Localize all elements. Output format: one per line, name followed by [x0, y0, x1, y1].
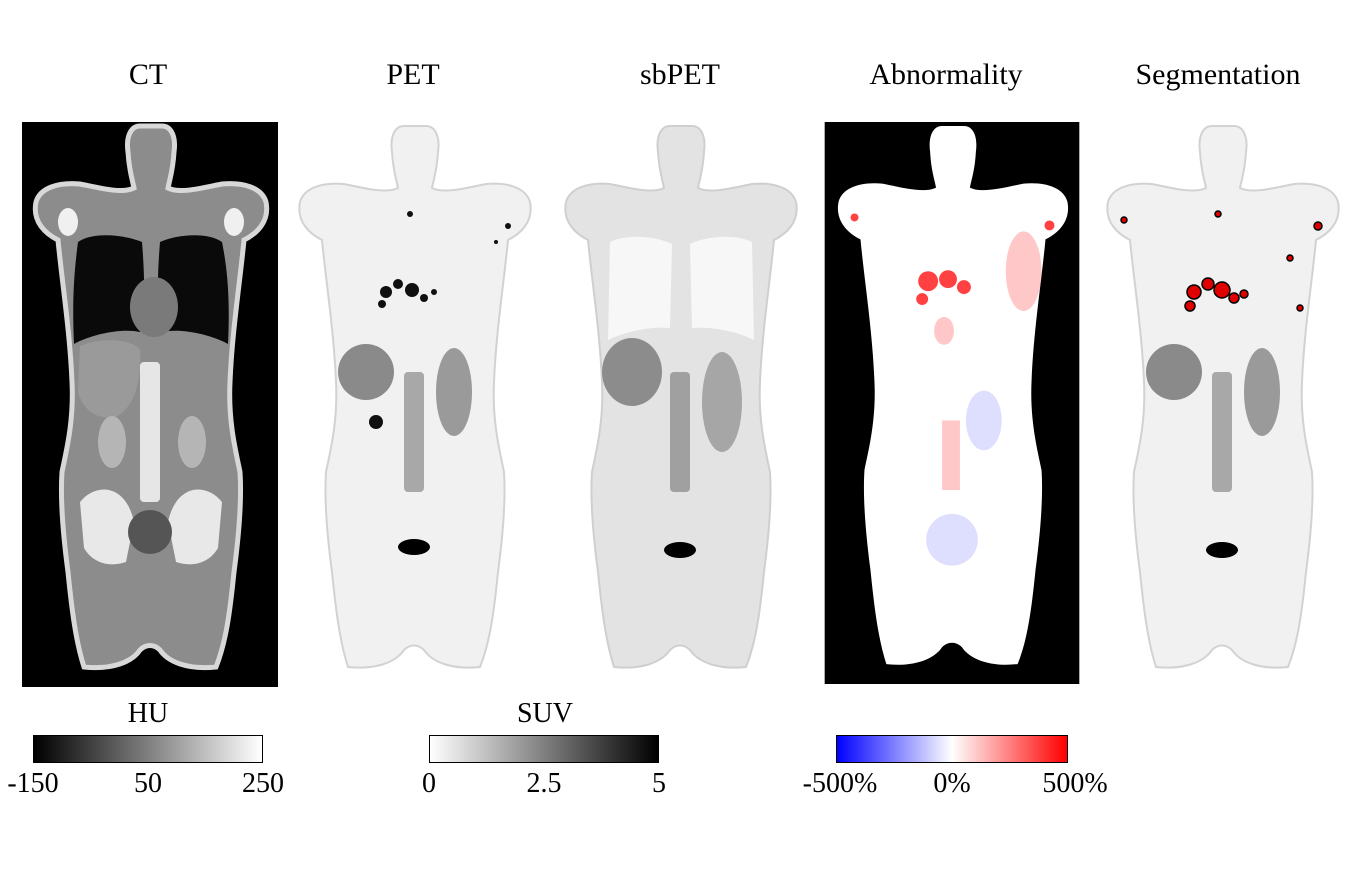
spine — [670, 372, 690, 492]
pet-title: PET — [386, 58, 440, 91]
liver — [78, 340, 141, 418]
sbpet-title: sbPET — [639, 58, 720, 91]
segmentation-image — [1094, 122, 1350, 687]
negative-abnormality — [926, 390, 1002, 566]
abnormality-tick-min: -500% — [802, 768, 878, 799]
heart — [130, 277, 178, 337]
bladder — [398, 539, 430, 555]
suv-tick-max: 5 — [652, 768, 666, 799]
hu-colorbar-label: HU — [127, 698, 169, 729]
abnormality-tick-max: 500% — [1042, 768, 1108, 799]
lesions — [369, 211, 511, 429]
bladder — [664, 542, 696, 558]
segmentation-title: Segmentation — [1135, 58, 1301, 91]
sbpet-image — [552, 122, 808, 687]
hu-tick-min: -150 — [7, 768, 59, 799]
hu-tick-mid: 50 — [134, 768, 162, 799]
ct-title: CT — [128, 58, 168, 91]
liver — [602, 338, 662, 406]
ct-image — [22, 122, 278, 687]
abnormality-tick-mid: 0% — [933, 768, 971, 799]
spine — [404, 372, 424, 492]
suv-colorbar — [429, 735, 659, 763]
liver — [338, 344, 394, 400]
spleen — [702, 352, 742, 452]
suv-tick-mid: 2.5 — [526, 768, 562, 799]
right-lung — [73, 235, 145, 344]
abnormality-image — [824, 122, 1080, 684]
spleen — [436, 348, 472, 436]
hu-colorbar — [33, 735, 263, 763]
suv-colorbar-label: SUV — [516, 698, 573, 729]
spine — [140, 362, 160, 502]
pet-image — [286, 122, 542, 687]
positive-abnormality — [850, 213, 1055, 306]
segmented-lesions — [1120, 210, 1323, 312]
left-pelvis — [168, 489, 222, 565]
hu-tick-max: 250 — [242, 768, 284, 799]
right-pelvis — [80, 489, 134, 565]
abnormality-colorbar — [836, 735, 1068, 763]
suv-tick-min: 0 — [422, 768, 436, 799]
abnormality-title: Abnormality — [869, 58, 1023, 91]
